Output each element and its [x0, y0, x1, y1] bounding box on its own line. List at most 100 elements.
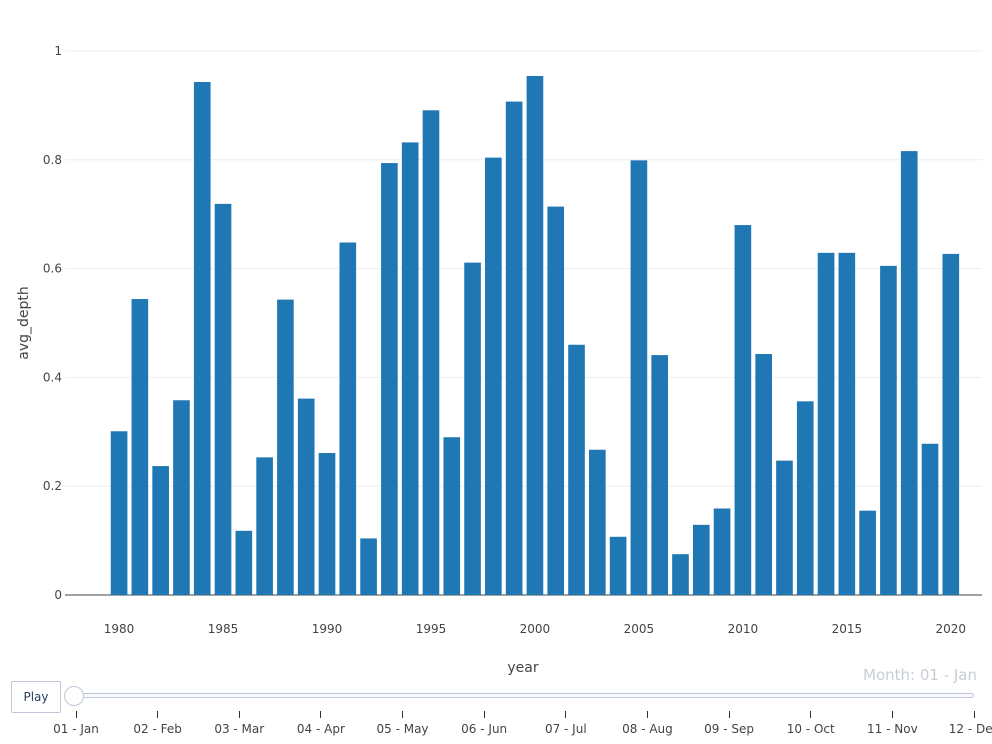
x-tick-label: 2000: [520, 622, 551, 636]
y-tick-label: 0.8: [43, 153, 62, 167]
slider-step[interactable]: 07 - Jul: [526, 708, 606, 736]
bar-2007: [672, 554, 689, 595]
slider-step[interactable]: 09 - Sep: [689, 708, 769, 736]
bar-2000: [526, 76, 544, 596]
bar-2010: [734, 225, 752, 595]
bar-2003: [589, 449, 606, 595]
x-tick-label: 1995: [416, 622, 447, 636]
slider-step-tick: [565, 711, 567, 718]
month-slider-handle[interactable]: [64, 686, 84, 706]
slider-step[interactable]: 01 - Jan: [36, 708, 116, 736]
slider-step-label: 09 - Sep: [704, 722, 754, 736]
month-slider-rail[interactable]: [66, 693, 974, 698]
bar-1992: [360, 538, 377, 595]
x-tick-label: 2005: [624, 622, 655, 636]
bar-1990: [318, 453, 336, 595]
slider-step[interactable]: 02 - Feb: [118, 708, 198, 736]
bar-2004: [609, 536, 627, 595]
slider-step[interactable]: 03 - Mar: [199, 708, 279, 736]
slider-step-label: 06 - Jun: [461, 722, 508, 736]
current-month-label: Month: 01 - Jan: [863, 666, 977, 684]
slider-step-tick: [402, 711, 404, 718]
slider-step-label: 07 - Jul: [544, 722, 587, 736]
slider-step-tick: [157, 711, 159, 718]
bar-1987: [256, 457, 273, 595]
bar-1996: [443, 437, 461, 595]
y-tick-label: 0.4: [43, 370, 62, 384]
bar-2008: [692, 524, 710, 595]
bar-2020: [942, 253, 960, 596]
bar-1985: [214, 203, 232, 595]
bar-2011: [755, 354, 772, 595]
bar-1993: [381, 163, 398, 595]
bar-2013: [796, 401, 814, 595]
play-button[interactable]: Play: [11, 681, 61, 713]
x-axis-ticks: 1980 1985 1990 1995 2000 2005 2010 2015 2020: [104, 622, 966, 636]
bar-1980: [110, 431, 128, 595]
slider-step[interactable]: 10 - Oct: [771, 708, 851, 736]
y-axis-title: avg_depth: [16, 286, 32, 360]
x-tick-label: 1990: [312, 622, 343, 636]
y-tick-label: 0.2: [43, 479, 62, 493]
slider-step-tick: [891, 711, 893, 718]
slider-step-label: 04 - Apr: [296, 722, 345, 736]
y-tick-label: 1: [54, 44, 62, 58]
slider-step-label: 03 - Mar: [214, 722, 265, 736]
bar-1991: [339, 242, 357, 595]
slider-step-tick: [483, 711, 485, 718]
slider-step-label: 10 - Oct: [786, 722, 835, 736]
month-slider-steps: 01 - Jan 02 - Feb 03 - Mar 04 - Apr 05 - May…: [0, 708, 992, 744]
bar-chart: 0 0.2 0.4 0.6 0.8 1 1980 1985 1990 1995 2000 2005 2…: [16, 44, 982, 676]
bar-2017: [880, 265, 897, 595]
slider-step[interactable]: 12 - Dec: [934, 708, 992, 736]
bar-2014: [817, 252, 835, 595]
slider-step-tick: [728, 711, 730, 718]
y-axis-ticks: 0 0.2 0.4 0.6 0.8 1: [43, 44, 62, 602]
slider-step-tick: [810, 711, 812, 718]
x-tick-label: 2020: [936, 622, 967, 636]
slider-step-tick: [646, 711, 648, 718]
bar-2015: [838, 252, 856, 595]
slider-step-label: 11 - Nov: [867, 722, 918, 736]
slider-step-tick: [320, 711, 322, 718]
x-axis-title: year: [507, 660, 538, 676]
slider-step-label: 05 - May: [376, 722, 429, 736]
slider-step[interactable]: 08 - Aug: [607, 708, 687, 736]
x-tick-label: 1985: [208, 622, 239, 636]
bar-2009: [713, 508, 731, 595]
bar-2002: [568, 344, 585, 595]
bar-1998: [485, 157, 502, 595]
slider-step-tick: [75, 711, 77, 718]
bar-2006: [651, 355, 669, 595]
bar-1999: [505, 101, 523, 595]
bar-1981: [131, 299, 149, 595]
bars: [110, 76, 960, 596]
bar-2018: [900, 151, 918, 595]
bar-1997: [464, 262, 481, 595]
bar-1984: [193, 82, 211, 596]
bar-1986: [235, 530, 253, 595]
bar-1995: [422, 110, 440, 596]
y-tick-label: 0: [54, 588, 62, 602]
slider-step-tick: [238, 711, 240, 718]
bar-2005: [630, 160, 648, 595]
bar-1982: [152, 466, 169, 595]
x-tick-label: 1980: [104, 622, 135, 636]
slider-step-tick: [973, 711, 975, 718]
slider-step[interactable]: 11 - Nov: [852, 708, 932, 736]
slider-step-label: 12 - Dec: [948, 722, 992, 736]
bar-1989: [297, 398, 315, 595]
bar-2019: [921, 443, 939, 595]
slider-step[interactable]: 05 - May: [363, 708, 443, 736]
slider-step[interactable]: 04 - Apr: [281, 708, 361, 736]
x-tick-label: 2010: [728, 622, 759, 636]
x-tick-label: 2015: [832, 622, 863, 636]
bar-1983: [173, 400, 190, 595]
slider-step-label: 01 - Jan: [53, 722, 99, 736]
slider-step-label: 08 - Aug: [622, 722, 673, 736]
bar-1988: [277, 299, 294, 595]
bar-2016: [859, 510, 876, 595]
slider-step[interactable]: 06 - Jun: [444, 708, 524, 736]
bar-1994: [401, 142, 419, 595]
bar-2001: [547, 206, 565, 596]
